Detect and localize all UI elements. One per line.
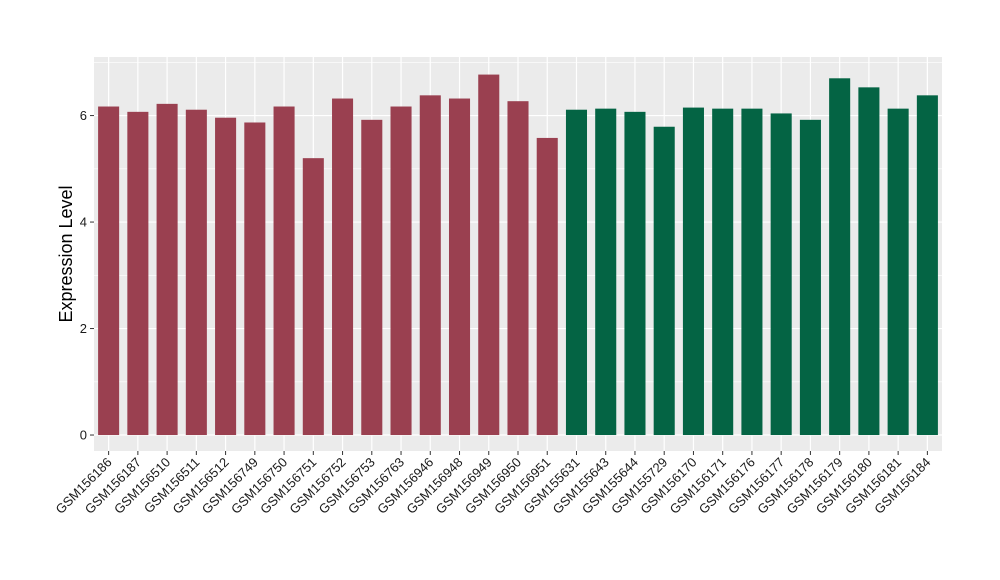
bar-GSM156177	[770, 113, 792, 436]
bar-GSM156753	[361, 119, 383, 436]
bar-GSM156951	[536, 137, 558, 436]
bar-GSM156170	[682, 107, 704, 436]
bar-GSM156176	[741, 108, 763, 436]
y-tick-label: 2	[80, 321, 87, 336]
bar-GSM156763	[390, 106, 412, 436]
bar-GSM155643	[595, 108, 617, 436]
y-axis: 0 2 4 6	[80, 108, 94, 443]
bar-GSM156750	[273, 106, 295, 436]
bar-GSM156512	[215, 117, 237, 436]
bar-GSM156180	[858, 87, 880, 436]
bar-GSM156187	[127, 111, 149, 436]
bar-GSM156948	[448, 98, 471, 436]
bar-GSM156184	[916, 95, 938, 436]
bar-GSM156181	[887, 108, 909, 436]
y-tick-label: 0	[80, 428, 87, 443]
bar-GSM156950	[507, 101, 529, 436]
bar-GSM156510	[156, 103, 178, 436]
bar-GSM156752	[332, 98, 354, 436]
bar-GSM156751	[302, 158, 324, 436]
bar-GSM156949	[478, 74, 500, 436]
bar-GSM155729	[653, 126, 675, 436]
bars	[98, 74, 938, 436]
bar-GSM156179	[829, 78, 851, 436]
bar-GSM156171	[712, 108, 734, 436]
bar-GSM156749	[244, 122, 266, 436]
y-tick-label: 4	[80, 215, 87, 230]
bar-GSM156186	[98, 106, 120, 436]
y-tick-label: 6	[80, 108, 87, 123]
x-axis: GSM156186GSM156187GSM156510GSM156511GSM1…	[53, 451, 934, 517]
bar-GSM156178	[799, 119, 821, 436]
y-axis-title: Expression Level	[56, 185, 76, 322]
bar-GSM155644	[624, 111, 646, 436]
bar-GSM155631	[565, 109, 588, 436]
bar-GSM156946	[419, 95, 441, 436]
bar-GSM156511	[185, 109, 207, 436]
